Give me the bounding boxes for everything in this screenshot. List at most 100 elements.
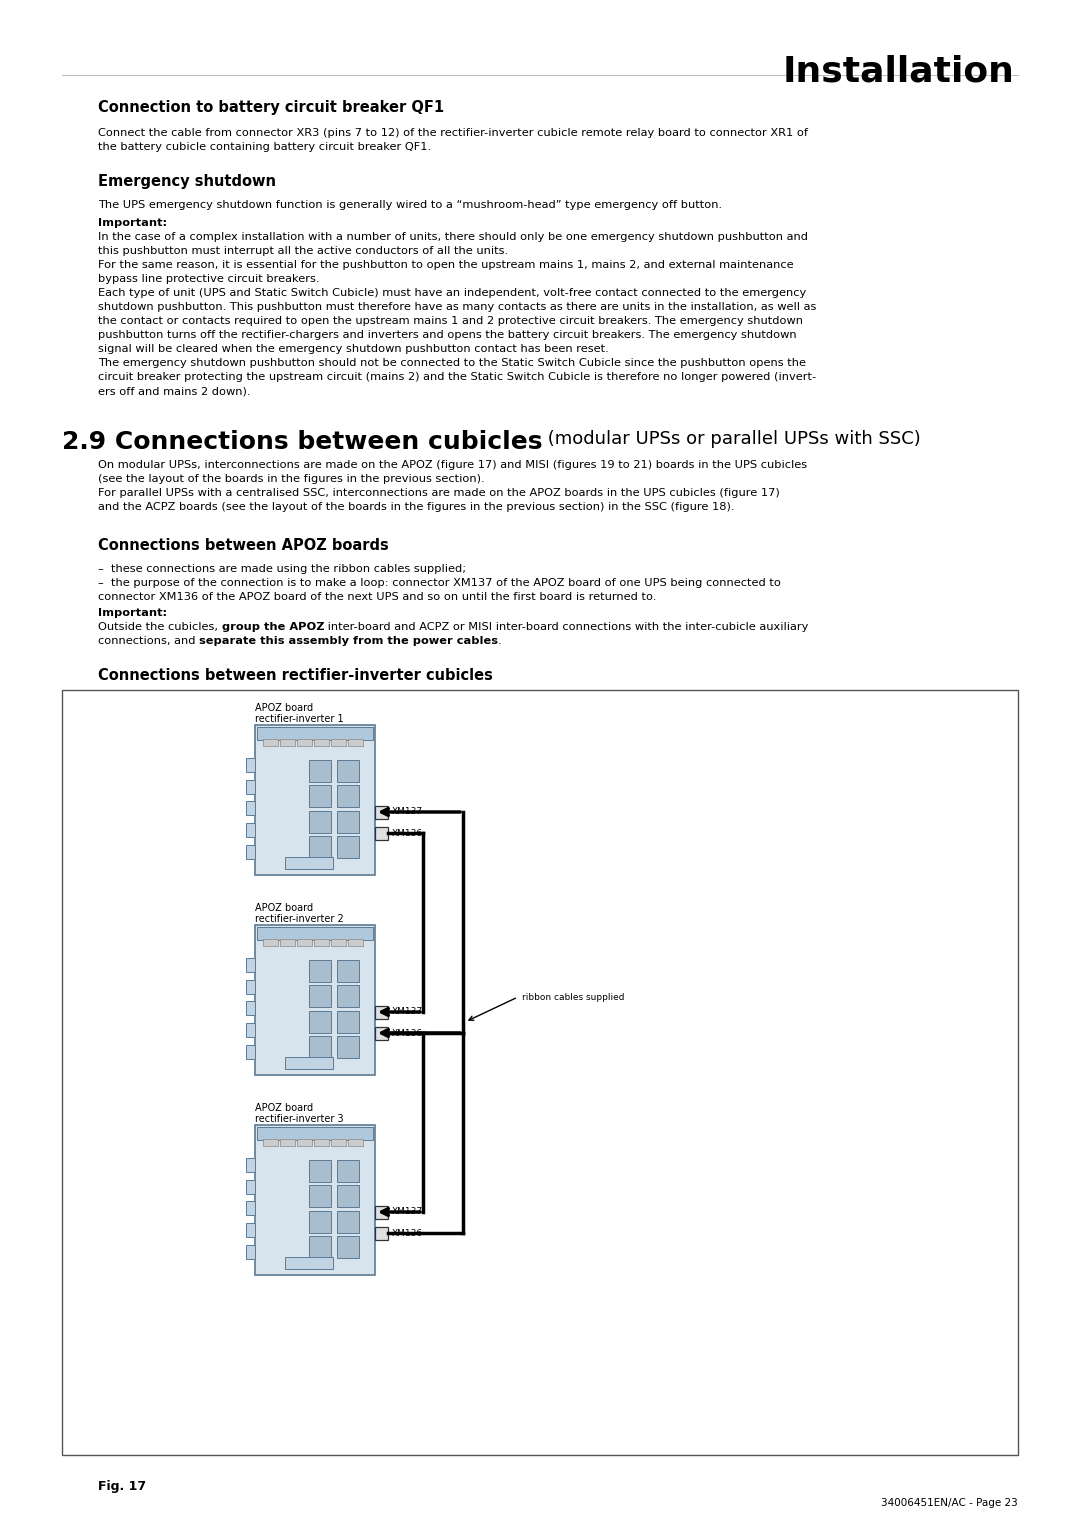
Bar <box>264 740 278 746</box>
Bar <box>375 1206 388 1218</box>
Bar <box>246 979 255 993</box>
Bar <box>246 779 255 793</box>
Bar <box>246 758 255 772</box>
Bar <box>337 1186 359 1207</box>
Text: separate this assembly from the power cables: separate this assembly from the power ca… <box>199 636 498 646</box>
Bar <box>297 940 312 946</box>
Text: Connect the cable from connector XR3 (pins 7 to 12) of the rectifier-inverter cu: Connect the cable from connector XR3 (pi… <box>98 128 808 138</box>
Text: 34006451EN/AC - Page 23: 34006451EN/AC - Page 23 <box>881 1497 1018 1508</box>
Bar <box>314 1138 328 1146</box>
Text: XM136: XM136 <box>392 1028 423 1038</box>
Text: ribbon cables supplied: ribbon cables supplied <box>522 993 624 1001</box>
Bar <box>337 836 359 859</box>
Text: 2.9 Connections between cubicles: 2.9 Connections between cubicles <box>62 429 542 454</box>
Text: –  these connections are made using the ribbon cables supplied;: – these connections are made using the r… <box>98 564 467 575</box>
Text: Connections between rectifier-inverter cubicles: Connections between rectifier-inverter c… <box>98 668 492 683</box>
Text: For the same reason, it is essential for the pushbutton to open the upstream mai: For the same reason, it is essential for… <box>98 260 794 270</box>
Bar <box>330 1138 346 1146</box>
Text: inter-board and ACPZ or MISI inter-board connections with the inter-cubicle auxi: inter-board and ACPZ or MISI inter-board… <box>324 622 809 633</box>
Text: rectifier-inverter 1: rectifier-inverter 1 <box>255 714 343 724</box>
Text: XM137: XM137 <box>392 1007 423 1016</box>
Bar <box>257 1128 373 1140</box>
Bar <box>337 960 359 983</box>
Bar <box>337 785 359 807</box>
Bar <box>375 1005 388 1019</box>
Bar <box>337 811 359 833</box>
Text: Connection to battery circuit breaker QF1: Connection to battery circuit breaker QF… <box>98 99 444 115</box>
Text: The emergency shutdown pushbutton should not be connected to the Static Switch C: The emergency shutdown pushbutton should… <box>98 358 806 368</box>
Bar <box>330 940 346 946</box>
Bar <box>375 827 388 839</box>
Text: In the case of a complex installation with a number of units, there should only : In the case of a complex installation wi… <box>98 232 808 241</box>
Bar <box>337 1036 359 1059</box>
Bar <box>255 924 375 1076</box>
Text: –  the purpose of the connection is to make a loop: connector XM137 of the APOZ : – the purpose of the connection is to ma… <box>98 578 781 588</box>
Text: Outside the cubicles,: Outside the cubicles, <box>98 622 221 633</box>
Bar <box>246 1045 255 1059</box>
Bar <box>246 1001 255 1015</box>
Bar <box>285 1057 333 1070</box>
Text: XM137: XM137 <box>392 807 423 816</box>
Text: Each type of unit (UPS and Static Switch Cubicle) must have an independent, volt: Each type of unit (UPS and Static Switch… <box>98 287 807 298</box>
Bar <box>309 785 330 807</box>
Bar <box>246 1158 255 1172</box>
Bar <box>280 940 295 946</box>
Bar <box>280 740 295 746</box>
Bar <box>314 740 328 746</box>
Bar <box>309 1160 330 1183</box>
Bar <box>285 857 333 869</box>
Text: group the APOZ: group the APOZ <box>221 622 324 633</box>
Bar <box>246 1022 255 1038</box>
Text: APOZ board: APOZ board <box>255 1103 313 1112</box>
Bar <box>337 1012 359 1033</box>
Text: circuit breaker protecting the upstream circuit (mains 2) and the Static Switch : circuit breaker protecting the upstream … <box>98 371 816 382</box>
Text: this pushbutton must interrupt all the active conductors of all the units.: this pushbutton must interrupt all the a… <box>98 246 508 257</box>
Text: shutdown pushbutton. This pushbutton must therefore have as many contacts as the: shutdown pushbutton. This pushbutton mus… <box>98 303 816 312</box>
Bar <box>257 727 373 740</box>
Text: rectifier-inverter 2: rectifier-inverter 2 <box>255 914 343 924</box>
Bar <box>62 691 1018 1455</box>
Text: APOZ board: APOZ board <box>255 703 313 714</box>
Text: ers off and mains 2 down).: ers off and mains 2 down). <box>98 387 251 396</box>
Bar <box>309 1212 330 1233</box>
Bar <box>375 1027 388 1039</box>
Text: XM136: XM136 <box>392 828 423 837</box>
Bar <box>375 805 388 819</box>
Text: (modular UPSs or parallel UPSs with SSC): (modular UPSs or parallel UPSs with SSC) <box>542 429 921 448</box>
Text: The UPS emergency shutdown function is generally wired to a “mushroom-head” type: The UPS emergency shutdown function is g… <box>98 200 723 209</box>
Bar <box>309 1236 330 1259</box>
Bar <box>255 724 375 876</box>
Bar <box>264 1138 278 1146</box>
Text: .: . <box>498 636 502 646</box>
Bar <box>337 1212 359 1233</box>
Text: On modular UPSs, interconnections are made on the APOZ (figure 17) and MISI (fig: On modular UPSs, interconnections are ma… <box>98 460 807 471</box>
Text: rectifier-inverter 3: rectifier-inverter 3 <box>255 1114 343 1125</box>
Bar <box>309 759 330 782</box>
Bar <box>246 824 255 837</box>
Bar <box>309 1012 330 1033</box>
Bar <box>246 1222 255 1236</box>
Text: Important:: Important: <box>98 219 167 228</box>
Bar <box>297 740 312 746</box>
Text: connections, and: connections, and <box>98 636 199 646</box>
Bar <box>309 836 330 859</box>
Bar <box>309 1186 330 1207</box>
Bar <box>337 986 359 1007</box>
Text: pushbutton turns off the rectifier-chargers and inverters and opens the battery : pushbutton turns off the rectifier-charg… <box>98 330 797 341</box>
Text: the contact or contacts required to open the upstream mains 1 and 2 protective c: the contact or contacts required to open… <box>98 316 804 325</box>
Bar <box>246 958 255 972</box>
Bar <box>246 1244 255 1259</box>
Text: the battery cubicle containing battery circuit breaker QF1.: the battery cubicle containing battery c… <box>98 142 431 151</box>
Bar <box>375 1227 388 1239</box>
Bar <box>314 940 328 946</box>
Bar <box>348 1138 363 1146</box>
Text: connector XM136 of the APOZ board of the next UPS and so on until the first boar: connector XM136 of the APOZ board of the… <box>98 591 657 602</box>
Bar <box>348 740 363 746</box>
Bar <box>309 986 330 1007</box>
Text: XM136: XM136 <box>392 1229 423 1238</box>
Text: Installation: Installation <box>783 55 1015 89</box>
Bar <box>309 960 330 983</box>
Bar <box>246 1180 255 1193</box>
Bar <box>348 940 363 946</box>
Text: Important:: Important: <box>98 608 167 617</box>
